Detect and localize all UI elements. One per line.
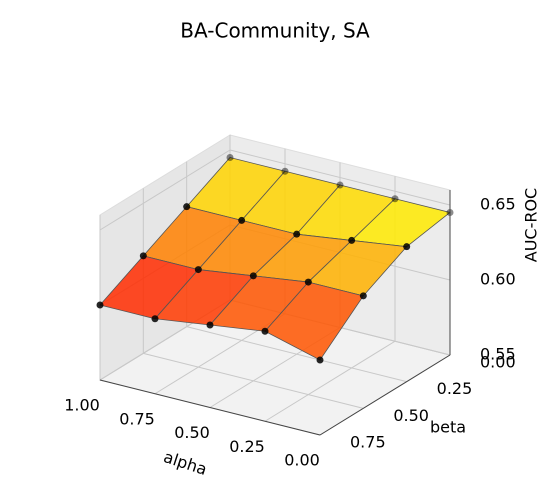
- x-tick-label: 0.00: [284, 451, 320, 470]
- data-point: [359, 292, 367, 300]
- data-point: [281, 167, 289, 175]
- data-point: [261, 327, 269, 335]
- y-tick-label: 0.50: [393, 406, 429, 425]
- grid-line: [99, 149, 231, 231]
- y-tick-label: 0.25: [437, 379, 473, 398]
- data-point: [139, 252, 147, 260]
- data-point: [206, 321, 214, 329]
- z-tick-label: 0.60: [480, 270, 516, 289]
- y-tick-label: 0.00: [480, 353, 516, 372]
- x-tick-label: 0.75: [119, 409, 155, 428]
- z-tick-label: 0.65: [480, 195, 516, 214]
- axis-line: [99, 379, 321, 436]
- x-tick-label: 0.25: [229, 437, 265, 456]
- grid-line: [264, 340, 396, 422]
- data-point: [151, 315, 159, 323]
- data-point: [238, 216, 246, 224]
- grid-line: [143, 352, 364, 409]
- surface: [96, 154, 454, 364]
- data-point: [293, 230, 301, 238]
- x-tick-label: 0.50: [174, 423, 210, 442]
- data-point: [194, 266, 202, 274]
- data-point: [348, 236, 356, 244]
- data-point: [316, 356, 324, 364]
- x-tick-label: 1.00: [64, 396, 100, 415]
- data-point: [226, 154, 234, 161]
- data-point: [304, 278, 312, 286]
- data-point: [336, 181, 344, 189]
- chart-title: BA-Community, SA: [180, 19, 370, 43]
- z-tick-label: 0.55: [480, 345, 516, 364]
- axis-line: [319, 354, 451, 436]
- x-axis-label: alpha: [161, 447, 209, 479]
- data-point: [403, 243, 411, 251]
- z-axis-label: AUC-ROC: [522, 188, 541, 262]
- grid-line: [186, 326, 407, 383]
- grid-line: [229, 149, 451, 206]
- data-point: [249, 272, 257, 280]
- data-point: [183, 203, 191, 211]
- y-tick-label: 0.75: [350, 433, 386, 452]
- data-point: [96, 301, 104, 309]
- y-axis-label: beta: [430, 418, 466, 437]
- tick-labels: 0.00 0.25 0.50 0.75 1.00 0.00 0.25 0.50 0.75 0.55…: [64, 190, 516, 470]
- data-point: [391, 195, 399, 203]
